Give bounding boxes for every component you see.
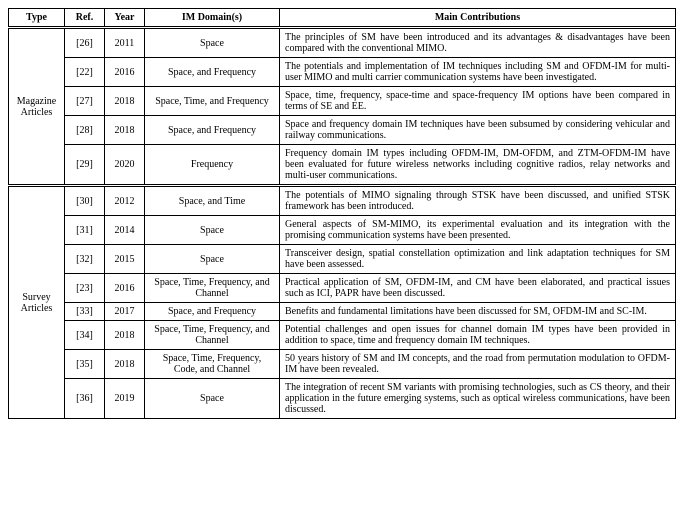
cell-ref: [29] [65, 145, 105, 186]
cell-ref: [34] [65, 321, 105, 350]
cell-ref: [33] [65, 303, 105, 321]
cell-domain: Space, and Time [145, 186, 280, 216]
cell-ref: [23] [65, 274, 105, 303]
cell-ref: [36] [65, 379, 105, 419]
cell-contrib: General aspects of SM-MIMO, its experime… [280, 216, 676, 245]
table-row: Survey Articles[30]2012Space, and TimeTh… [9, 186, 676, 216]
table-body: Magazine Articles[26]2011SpaceThe princi… [9, 28, 676, 419]
table-row: [23]2016Space, Time, Frequency, and Chan… [9, 274, 676, 303]
cell-contrib: The potentials and implementation of IM … [280, 58, 676, 87]
cell-year: 2020 [105, 145, 145, 186]
cell-domain: Space, Time, Frequency, Code, and Channe… [145, 350, 280, 379]
cell-domain: Space [145, 28, 280, 58]
cell-year: 2012 [105, 186, 145, 216]
cell-contrib: The principles of SM have been introduce… [280, 28, 676, 58]
header-domain: IM Domain(s) [145, 9, 280, 28]
table-row: [31]2014SpaceGeneral aspects of SM-MIMO,… [9, 216, 676, 245]
cell-ref: [32] [65, 245, 105, 274]
cell-ref: [27] [65, 87, 105, 116]
cell-domain: Space, and Frequency [145, 58, 280, 87]
table-row: [27]2018Space, Time, and FrequencySpace,… [9, 87, 676, 116]
cell-domain: Space, Time, Frequency, and Channel [145, 321, 280, 350]
table-row: Magazine Articles[26]2011SpaceThe princi… [9, 28, 676, 58]
cell-year: 2019 [105, 379, 145, 419]
cell-year: 2016 [105, 58, 145, 87]
header-year: Year [105, 9, 145, 28]
section-label: Magazine Articles [9, 28, 65, 186]
section-label: Survey Articles [9, 186, 65, 419]
cell-contrib: 50 years history of SM and IM concepts, … [280, 350, 676, 379]
cell-contrib: Practical application of SM, OFDM-IM, an… [280, 274, 676, 303]
cell-contrib: The potentials of MIMO signaling through… [280, 186, 676, 216]
cell-year: 2018 [105, 87, 145, 116]
header-contrib: Main Contributions [280, 9, 676, 28]
table-row: [35]2018Space, Time, Frequency, Code, an… [9, 350, 676, 379]
cell-ref: [30] [65, 186, 105, 216]
cell-year: 2018 [105, 350, 145, 379]
cell-domain: Space, and Frequency [145, 116, 280, 145]
cell-contrib: Space and frequency domain IM techniques… [280, 116, 676, 145]
header-type: Type [9, 9, 65, 28]
cell-ref: [26] [65, 28, 105, 58]
header-row: Type Ref. Year IM Domain(s) Main Contrib… [9, 9, 676, 28]
survey-table: Type Ref. Year IM Domain(s) Main Contrib… [8, 8, 676, 419]
cell-year: 2018 [105, 116, 145, 145]
cell-contrib: Benefits and fundamental limitations hav… [280, 303, 676, 321]
cell-year: 2016 [105, 274, 145, 303]
cell-contrib: Transceiver design, spatial constellatio… [280, 245, 676, 274]
cell-domain: Frequency [145, 145, 280, 186]
cell-year: 2014 [105, 216, 145, 245]
table-row: [34]2018Space, Time, Frequency, and Chan… [9, 321, 676, 350]
table-row: [22]2016Space, and FrequencyThe potentia… [9, 58, 676, 87]
cell-year: 2011 [105, 28, 145, 58]
cell-domain: Space, Time, Frequency, and Channel [145, 274, 280, 303]
table-row: [33]2017Space, and FrequencyBenefits and… [9, 303, 676, 321]
cell-domain: Space, Time, and Frequency [145, 87, 280, 116]
cell-contrib: The integration of recent SM variants wi… [280, 379, 676, 419]
cell-contrib: Potential challenges and open issues for… [280, 321, 676, 350]
cell-contrib: Frequency domain IM types including OFDM… [280, 145, 676, 186]
cell-ref: [22] [65, 58, 105, 87]
cell-ref: [35] [65, 350, 105, 379]
cell-domain: Space [145, 216, 280, 245]
table-row: [32]2015SpaceTransceiver design, spatial… [9, 245, 676, 274]
cell-ref: [28] [65, 116, 105, 145]
cell-year: 2018 [105, 321, 145, 350]
table-row: [28]2018Space, and FrequencySpace and fr… [9, 116, 676, 145]
header-ref: Ref. [65, 9, 105, 28]
cell-domain: Space [145, 245, 280, 274]
cell-contrib: Space, time, frequency, space-time and s… [280, 87, 676, 116]
cell-ref: [31] [65, 216, 105, 245]
cell-domain: Space [145, 379, 280, 419]
cell-year: 2015 [105, 245, 145, 274]
cell-year: 2017 [105, 303, 145, 321]
table-row: [29]2020FrequencyFrequency domain IM typ… [9, 145, 676, 186]
cell-domain: Space, and Frequency [145, 303, 280, 321]
table-row: [36]2019SpaceThe integration of recent S… [9, 379, 676, 419]
